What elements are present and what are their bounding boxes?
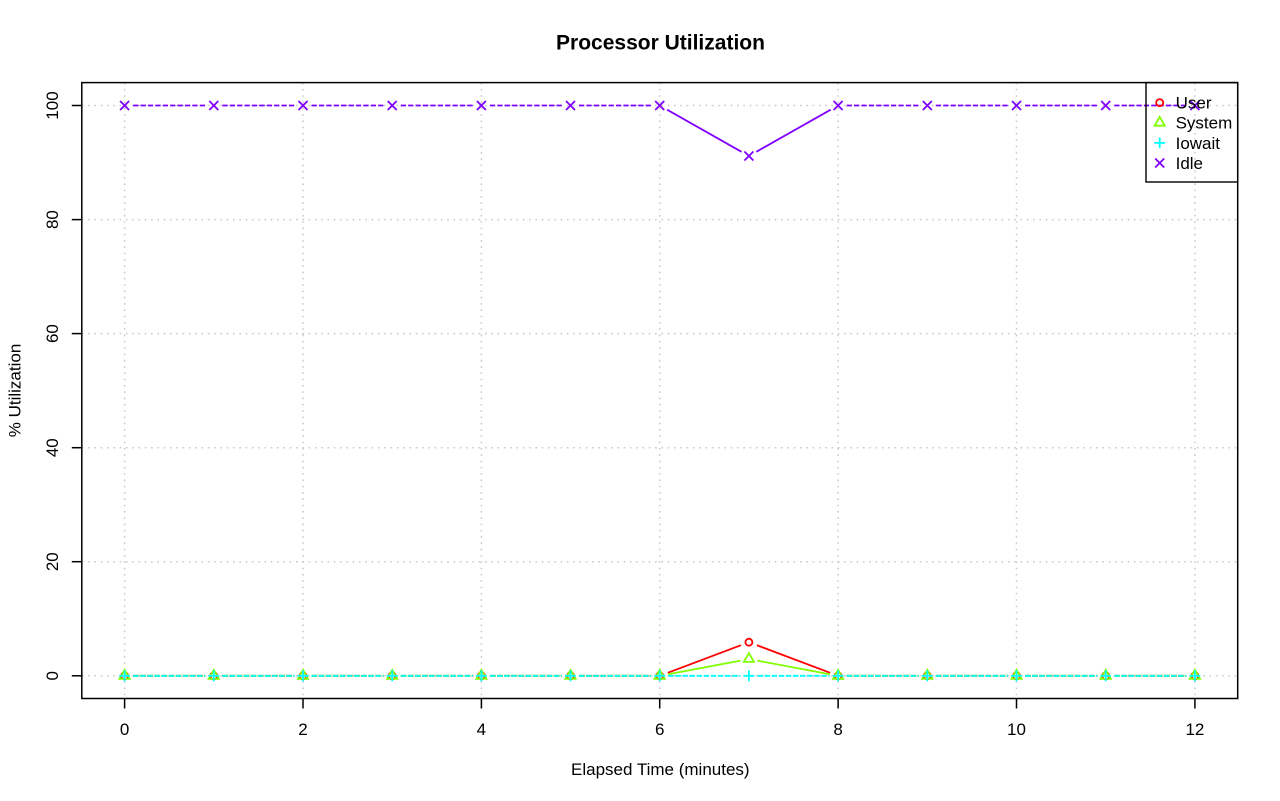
svg-text:% Utilization: % Utilization (6, 344, 25, 438)
svg-text:20: 20 (43, 552, 62, 571)
svg-text:2: 2 (298, 720, 307, 739)
svg-text:10: 10 (1007, 720, 1026, 739)
svg-text:80: 80 (43, 210, 62, 229)
svg-text:40: 40 (43, 438, 62, 457)
svg-text:Idle: Idle (1176, 154, 1203, 173)
svg-text:User: User (1176, 94, 1212, 113)
svg-text:Processor Utilization: Processor Utilization (556, 31, 765, 54)
svg-text:0: 0 (120, 720, 129, 739)
svg-text:4: 4 (477, 720, 486, 739)
svg-text:8: 8 (833, 720, 842, 739)
svg-text:Elapsed Time (minutes): Elapsed Time (minutes) (571, 760, 750, 779)
svg-text:100: 100 (43, 91, 62, 119)
svg-text:System: System (1176, 114, 1233, 133)
svg-text:60: 60 (43, 324, 62, 343)
svg-text:Iowait: Iowait (1176, 134, 1221, 153)
svg-text:6: 6 (655, 720, 664, 739)
svg-text:0: 0 (43, 671, 62, 680)
svg-text:12: 12 (1185, 720, 1204, 739)
